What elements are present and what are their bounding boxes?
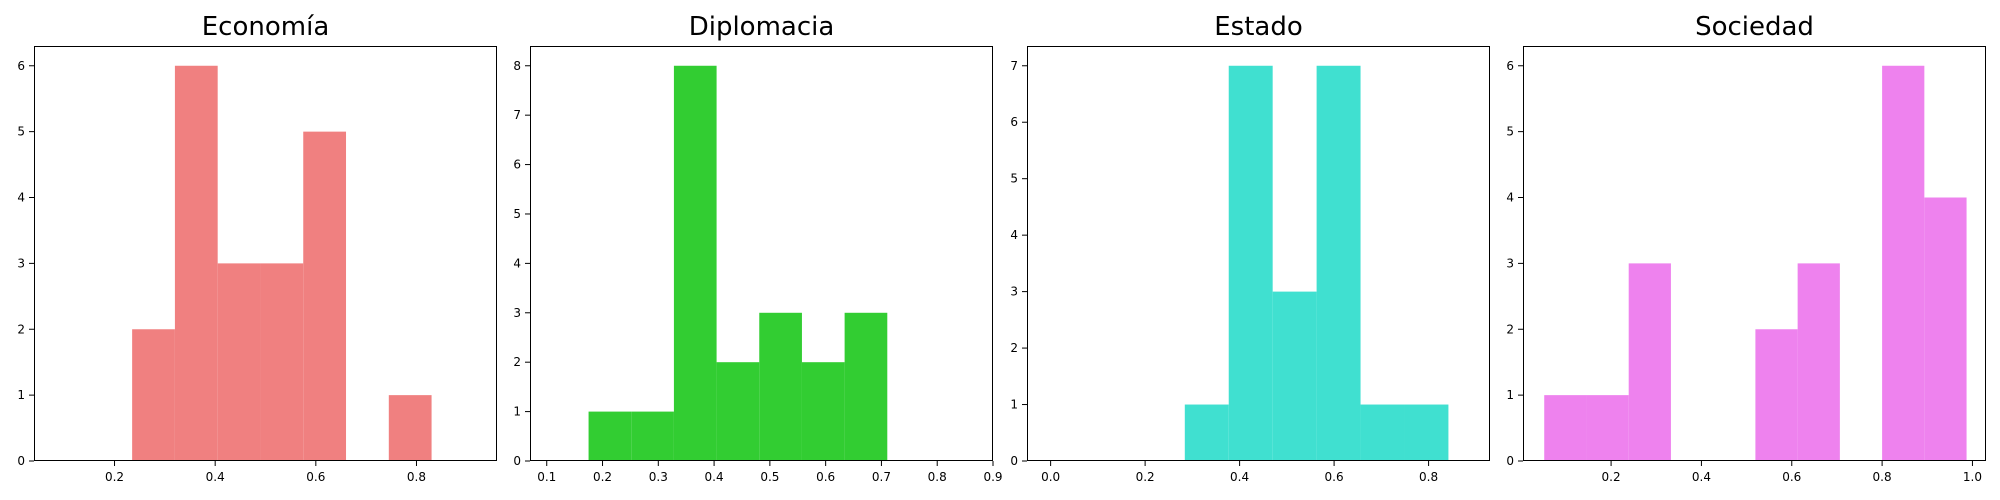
bar-2-1 <box>588 411 632 461</box>
y-tick-label: 1 <box>1506 388 1514 402</box>
x-tick-label: 1.0 <box>1963 470 1982 484</box>
y-tick-label: 4 <box>513 256 521 270</box>
bar-2-5 <box>759 312 802 461</box>
x-tick-label: 0.6 <box>1325 470 1344 484</box>
chart-title: Sociedad <box>1695 12 1814 42</box>
x-tick-label: 0.8 <box>1873 470 1892 484</box>
chart-title: Economía <box>202 12 330 42</box>
axes-frame <box>1523 46 1986 461</box>
x-tick-label: 0.9 <box>983 470 1002 484</box>
bar-2-3 <box>673 65 717 461</box>
y-tick-label: 5 <box>17 125 25 139</box>
y-tick-label: 2 <box>17 322 25 336</box>
bar-2-2 <box>631 411 674 461</box>
y-tick-label: 3 <box>17 256 25 270</box>
y-tick-label: 3 <box>513 306 521 320</box>
bar-3-6 <box>1404 404 1449 461</box>
panel-3: 0.0 0.2 0.4 0.6 0.8 0 1 2 3 4 5 6 7 Estado <box>1010 12 1490 484</box>
y-tick-label: 5 <box>1506 125 1514 139</box>
y-tick-label: 2 <box>513 355 521 369</box>
x-tick-label: 0.2 <box>1136 470 1155 484</box>
x-tick-label: 0.4 <box>1692 470 1711 484</box>
bar-4-3 <box>1628 263 1671 461</box>
x-tick-label: 0.6 <box>816 470 835 484</box>
y-tick-label: 8 <box>513 59 521 73</box>
bar-3-3 <box>1272 291 1317 461</box>
y-tick-label: 6 <box>17 59 25 73</box>
bar-4-1 <box>1544 395 1587 461</box>
x-tick-label: 0.7 <box>872 470 891 484</box>
y-tick-label: 6 <box>513 158 521 172</box>
panel-1: 0.2 0.4 0.6 0.8 0 1 2 3 4 5 6 Economía <box>17 12 497 484</box>
x-tick-label: 0.6 <box>306 470 325 484</box>
y-tick-label: 4 <box>1010 228 1018 242</box>
bar-4-7 <box>1797 263 1840 461</box>
y-tick-label: 5 <box>1010 172 1018 186</box>
y-tick-label: 3 <box>1010 285 1018 299</box>
y-tick-label: 7 <box>1010 59 1018 73</box>
x-tick-label: 0.4 <box>705 470 724 484</box>
x-tick-label: 0.1 <box>537 470 556 484</box>
bar-4-9 <box>1882 65 1925 461</box>
x-tick-label: 0.8 <box>928 470 947 484</box>
axes-frame <box>34 46 497 461</box>
x-tick-label: 0.4 <box>1230 470 1249 484</box>
x-tick-label: 0.6 <box>1782 470 1801 484</box>
x-tick-label: 0.2 <box>593 470 612 484</box>
y-tick-label: 6 <box>1506 59 1514 73</box>
bar-3-4 <box>1316 65 1361 461</box>
axes-frame <box>530 46 993 461</box>
axes-frame <box>1027 46 1490 461</box>
x-tick-label: 0.8 <box>1419 470 1438 484</box>
bar-1-3 <box>217 263 261 461</box>
bar-1-7 <box>388 395 432 461</box>
y-tick-label: 2 <box>1010 341 1018 355</box>
panel-2: 0.1 0.2 0.3 0.4 0.5 0.6 0.7 0.8 0.9 0 1 2 3 4 5 6 7 8 Dipl… <box>513 12 1002 484</box>
x-tick-label: 0.4 <box>206 470 225 484</box>
y-tick-label: 0 <box>17 454 25 468</box>
y-tick-label: 2 <box>1506 322 1514 336</box>
y-tick-label: 1 <box>17 388 25 402</box>
x-tick-label: 0.2 <box>1602 470 1621 484</box>
bar-3-2 <box>1228 65 1273 461</box>
x-tick-label: 0.3 <box>649 470 668 484</box>
bar-2-4 <box>716 362 760 461</box>
bar-1-1 <box>132 329 175 461</box>
y-tick-label: 1 <box>513 405 521 419</box>
x-tick-label: 0.2 <box>105 470 124 484</box>
y-tick-label: 7 <box>513 108 521 122</box>
y-tick-label: 3 <box>1506 256 1514 270</box>
y-tick-label: 0 <box>1506 454 1514 468</box>
y-tick-label: 0 <box>513 454 521 468</box>
y-tick-label: 0 <box>1010 454 1018 468</box>
panel-4: 0.2 0.4 0.6 0.8 1.0 0 1 2 3 4 5 6 Sociedad <box>1506 12 1986 484</box>
x-tick-label: 0.5 <box>760 470 779 484</box>
y-tick-label: 4 <box>17 191 25 205</box>
bar-2-7 <box>844 312 888 461</box>
y-tick-label: 6 <box>1010 115 1018 129</box>
chart-title: Diplomacia <box>689 12 835 42</box>
y-tick-label: 4 <box>1506 191 1514 205</box>
bar-1-5 <box>303 131 347 461</box>
x-tick-label: 0.0 <box>1041 470 1060 484</box>
chart-title: Estado <box>1214 12 1303 42</box>
bar-4-10 <box>1924 197 1967 461</box>
bar-3-1 <box>1184 404 1229 461</box>
bar-1-4 <box>260 263 304 461</box>
bar-4-6 <box>1755 329 1798 461</box>
bar-3-5 <box>1360 404 1405 461</box>
bar-2-6 <box>801 362 845 461</box>
x-tick-label: 0.8 <box>407 470 426 484</box>
y-tick-label: 1 <box>1010 398 1018 412</box>
bar-4-2 <box>1586 395 1629 461</box>
bar-1-2 <box>174 65 218 461</box>
y-tick-label: 5 <box>513 207 521 221</box>
